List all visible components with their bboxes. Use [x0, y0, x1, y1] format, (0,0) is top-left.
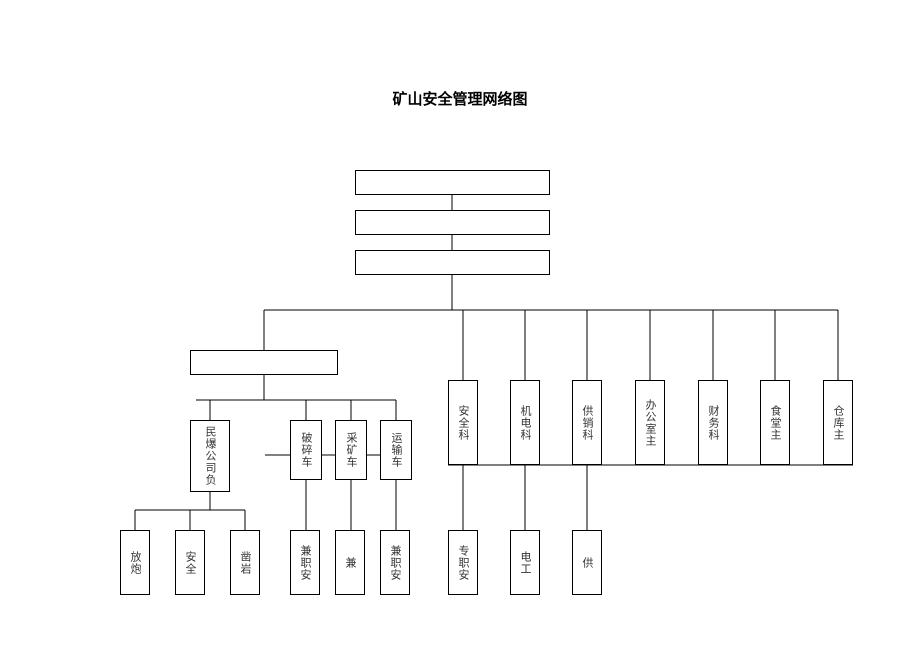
node-dep_elec: 机电科 — [510, 380, 540, 465]
node-dep_cant: 食堂主 — [760, 380, 790, 465]
node-b5: 兼 — [335, 530, 365, 595]
node-b7: 专职安 — [448, 530, 478, 595]
node-blast: 民爆公司负 — [190, 420, 230, 492]
diagram-title: 矿山安全管理网络图 — [0, 88, 920, 109]
node-top2 — [355, 210, 550, 235]
node-b1: 放炮 — [120, 530, 150, 595]
node-mgr — [190, 350, 338, 375]
node-b4: 兼职安 — [290, 530, 320, 595]
node-dep_safe: 安全科 — [448, 380, 478, 465]
node-trans: 运输车 — [380, 420, 412, 480]
node-top1 — [355, 170, 550, 195]
node-mine: 采矿车 — [335, 420, 367, 480]
node-b6: 兼职安 — [380, 530, 410, 595]
node-dep_fin: 财务科 — [698, 380, 728, 465]
node-dep_office: 办公室主 — [635, 380, 665, 465]
node-b3: 凿岩 — [230, 530, 260, 595]
node-b2: 安全 — [175, 530, 205, 595]
node-crush: 破碎车 — [290, 420, 322, 480]
node-b8: 电工 — [510, 530, 540, 595]
node-dep_ware: 仓库主 — [823, 380, 853, 465]
node-b9: 供 — [572, 530, 602, 595]
node-top3 — [355, 250, 550, 275]
node-dep_supply: 供销科 — [572, 380, 602, 465]
